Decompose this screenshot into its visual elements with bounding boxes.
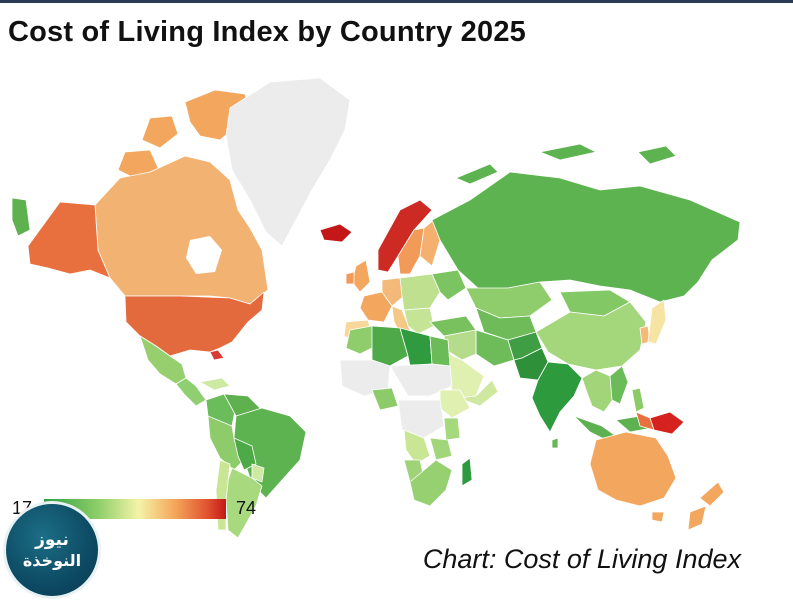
country-russia-arctic[interactable] [455, 143, 677, 185]
country-iceland[interactable] [319, 223, 353, 243]
country-japan[interactable] [647, 299, 667, 345]
country-ukraine[interactable] [431, 269, 467, 301]
country-uk[interactable] [351, 259, 371, 293]
country-sri-lanka[interactable] [551, 437, 559, 449]
country-greenland[interactable] [225, 77, 351, 247]
chart-credit: Chart: Cost of Living Index [422, 544, 741, 574]
world-map [0, 60, 793, 540]
country-tanzania[interactable] [429, 437, 453, 461]
legend-gradient-bar [44, 499, 226, 519]
logo-text-line1: نيوز [35, 530, 69, 550]
country-alaska[interactable] [27, 201, 111, 279]
country-australia[interactable] [589, 431, 677, 507]
country-nigeria[interactable] [371, 387, 399, 411]
country-sahel[interactable] [389, 363, 453, 397]
country-southeast-asia[interactable] [581, 369, 615, 413]
country-russia[interactable] [431, 171, 741, 303]
country-new-zealand[interactable] [687, 481, 725, 531]
country-alaska-tip [11, 197, 31, 237]
country-china[interactable] [535, 301, 647, 371]
country-southern-africa[interactable] [409, 459, 453, 507]
country-madagascar[interactable] [461, 457, 473, 487]
hudson-bay [186, 236, 222, 274]
country-balkans[interactable] [403, 307, 435, 335]
country-yemen-oman[interactable] [457, 379, 499, 407]
country-tasmania[interactable] [651, 511, 665, 523]
country-egypt[interactable] [429, 335, 451, 367]
country-vietnam[interactable] [609, 365, 629, 405]
country-morocco[interactable] [345, 325, 377, 355]
country-central-africa[interactable] [397, 399, 445, 439]
country-papua-west[interactable] [635, 411, 655, 431]
country-germany[interactable] [381, 277, 405, 307]
country-caribbean[interactable] [209, 349, 225, 361]
brand-logo: نيوز النوخذة [6, 504, 98, 596]
country-papua-new-guinea[interactable] [649, 411, 685, 435]
logo-text-line2: النوخذة [22, 551, 82, 570]
country-congo[interactable] [403, 429, 431, 465]
country-kenya[interactable] [443, 417, 461, 441]
country-india[interactable] [531, 361, 583, 433]
country-cuba[interactable] [199, 377, 231, 391]
legend-max-label: 74 [236, 498, 257, 518]
country-algeria[interactable] [371, 325, 409, 367]
country-ireland[interactable] [345, 271, 355, 285]
map-title: Cost of Living Index by Country 2025 [8, 16, 526, 48]
top-rule [0, 0, 793, 3]
country-bolivia[interactable] [233, 437, 257, 471]
country-paraguay[interactable] [251, 463, 265, 483]
country-philippines[interactable] [631, 387, 645, 413]
country-peru[interactable] [207, 415, 245, 471]
